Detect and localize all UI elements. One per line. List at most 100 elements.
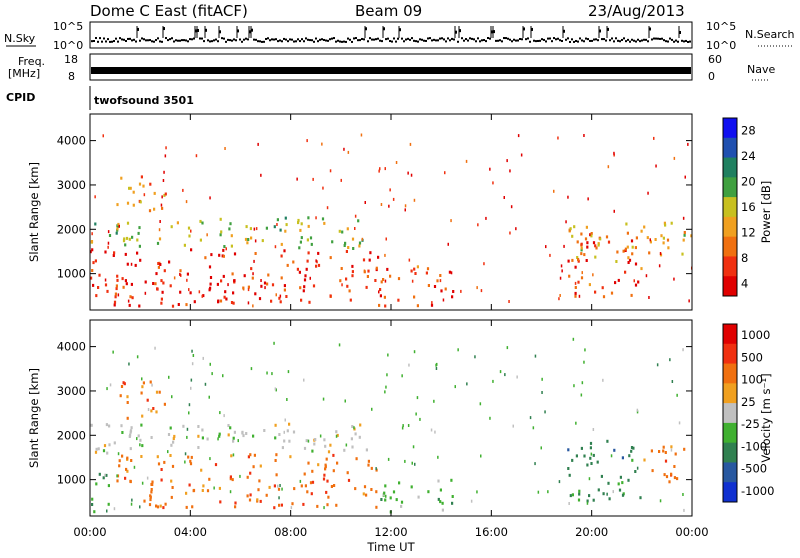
heatmap-cell (190, 386, 192, 390)
heatmap-cell (325, 457, 328, 461)
heatmap-cell (124, 243, 127, 247)
heatmap-cell (104, 473, 106, 477)
heatmap-cell (123, 237, 126, 241)
heatmap-cell (150, 490, 153, 494)
heatmap-cell (580, 276, 584, 280)
heatmap-cell (247, 238, 250, 241)
heatmap-cell (121, 454, 124, 458)
heatmap-cell (574, 281, 577, 285)
heatmap-cell (417, 495, 420, 499)
heatmap-cell (574, 265, 577, 269)
heatmap-cell (232, 291, 235, 295)
heatmap-cell (227, 433, 230, 437)
nsky-sample (531, 27, 533, 31)
heatmap-cell (253, 227, 256, 231)
nsky-sample (529, 40, 531, 43)
heatmap-cell (258, 479, 261, 483)
heatmap-cell (324, 467, 327, 471)
colorbar-tick-label: 20 (741, 175, 756, 189)
heatmap-cell (200, 468, 203, 472)
nsky-sample (289, 38, 291, 41)
heatmap-cell (634, 283, 638, 287)
nsky-sample (687, 40, 689, 43)
heatmap-cell (164, 192, 167, 196)
heatmap-cell (387, 457, 390, 461)
heatmap-cell (275, 388, 277, 392)
nsky-sample (447, 37, 449, 40)
heatmap-cell (164, 502, 167, 506)
power-heatmap (90, 133, 693, 308)
y-tick-label: 1000 (57, 473, 86, 487)
heatmap-cell (669, 358, 671, 362)
heatmap-cell (90, 250, 92, 254)
heatmap-cell (492, 181, 494, 185)
heatmap-cell (506, 159, 508, 163)
heatmap-cell (602, 378, 604, 382)
heatmap-cell (547, 490, 549, 494)
heatmap-cell (189, 462, 193, 466)
nsky-sample (101, 40, 103, 43)
nsky-sample (421, 38, 423, 41)
heatmap-cell (344, 399, 346, 403)
heatmap-cell (183, 243, 186, 247)
nsky-sample (667, 40, 669, 43)
nsky-sample (201, 37, 203, 40)
heatmap-cell (574, 291, 577, 295)
nsky-sample (505, 37, 507, 40)
nsky-sample (157, 37, 159, 40)
heatmap-cell (331, 240, 334, 244)
nsky-sample (487, 37, 489, 40)
heatmap-cell (326, 503, 329, 507)
heatmap-cell (193, 300, 196, 304)
nsky-sample (459, 29, 461, 33)
heatmap-cell (648, 251, 651, 255)
heatmap-cell (321, 217, 325, 221)
heatmap-cell (670, 445, 673, 449)
heatmap-cell (223, 414, 225, 418)
heatmap-cell (230, 244, 233, 248)
nsky-sample (599, 29, 601, 33)
heatmap-cell (303, 278, 307, 282)
heatmap-cell (128, 186, 131, 190)
nsky-sample (575, 39, 577, 42)
nsky-sample (331, 37, 333, 40)
heatmap-cell (280, 503, 283, 507)
nsky-sample (241, 40, 243, 43)
heatmap-cell (219, 233, 222, 237)
heatmap-cell (534, 354, 537, 358)
heatmap-cell (149, 380, 152, 384)
nsky-sample (657, 37, 659, 40)
heatmap-cell (126, 201, 130, 205)
heatmap-cell (541, 391, 543, 394)
heatmap-cell (346, 284, 349, 288)
heatmap-cell (230, 454, 233, 458)
colorbar-tick-label: -100 (741, 439, 767, 453)
heatmap-cell (345, 443, 348, 447)
heatmap-cell (448, 270, 451, 274)
heatmap-cell (197, 434, 200, 438)
heatmap-cell (116, 203, 119, 207)
heatmap-cell (651, 469, 654, 473)
nsky-sample (195, 29, 197, 33)
nsky-sample (367, 40, 369, 43)
nsky-sample (403, 40, 405, 43)
heatmap-cell (375, 467, 377, 471)
heatmap-cell (126, 456, 129, 460)
heatmap-cell (144, 280, 147, 284)
heatmap-cell (580, 246, 583, 250)
heatmap-cell (437, 479, 440, 483)
heatmap-cell (185, 200, 188, 204)
heatmap-cell (208, 395, 210, 399)
heatmap-cell (180, 273, 182, 277)
nsky-sample (197, 28, 199, 32)
heatmap-cell (104, 283, 108, 287)
heatmap-cell (242, 287, 245, 291)
colorbar-tick-label: 500 (741, 350, 763, 364)
nsky-sample (315, 37, 317, 40)
heatmap-cell (626, 245, 629, 249)
nsky-sample (311, 39, 313, 42)
heatmap-cell (567, 259, 570, 263)
heatmap-cell (343, 244, 346, 247)
heatmap-cell (232, 453, 235, 457)
heatmap-cell (253, 453, 256, 457)
